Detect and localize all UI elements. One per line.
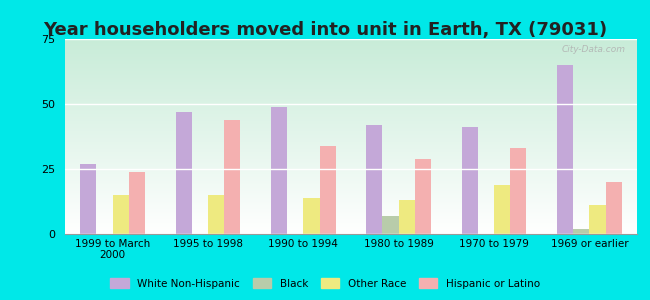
Bar <box>304 198 320 234</box>
Bar <box>129 172 145 234</box>
Bar <box>494 184 510 234</box>
Bar <box>382 216 398 234</box>
Bar <box>366 125 382 234</box>
Bar <box>112 195 129 234</box>
Bar <box>176 112 192 234</box>
Bar <box>80 164 96 234</box>
Text: Year householders moved into unit in Earth, TX (79031): Year householders moved into unit in Ear… <box>43 21 607 39</box>
Bar <box>606 182 622 234</box>
Bar <box>557 65 573 234</box>
Bar <box>224 120 240 234</box>
Bar <box>320 146 336 234</box>
Bar <box>462 128 478 234</box>
Bar <box>590 206 606 234</box>
Legend: White Non-Hispanic, Black, Other Race, Hispanic or Latino: White Non-Hispanic, Black, Other Race, H… <box>107 275 543 292</box>
Bar <box>271 106 287 234</box>
Bar <box>208 195 224 234</box>
Bar <box>510 148 526 234</box>
Bar <box>573 229 590 234</box>
Bar <box>415 159 431 234</box>
Bar <box>398 200 415 234</box>
Text: City-Data.com: City-Data.com <box>562 45 625 54</box>
